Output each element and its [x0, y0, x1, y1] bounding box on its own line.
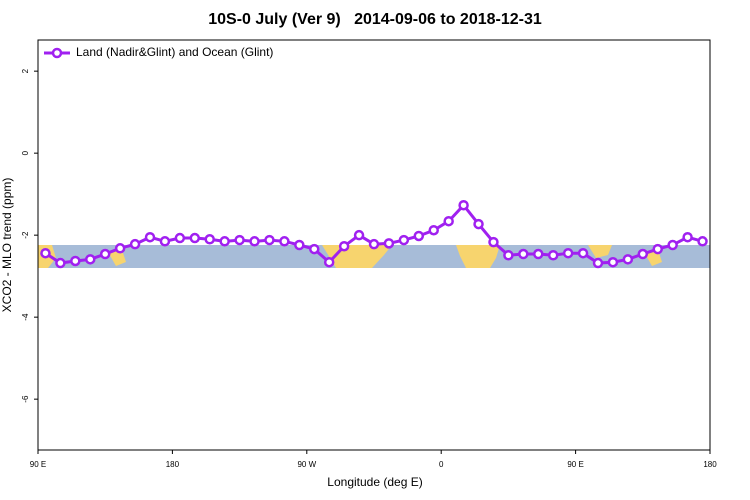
y-tick-label: 0: [21, 150, 30, 155]
x-axis-label: Longitude (deg E): [327, 475, 422, 489]
point: [114, 243, 126, 254]
point: [592, 257, 604, 269]
point: [697, 236, 708, 247]
point: [473, 218, 484, 230]
point: [398, 234, 410, 246]
point: [264, 234, 275, 246]
x-tick-label: 180: [166, 460, 180, 469]
point: [323, 256, 335, 268]
point: [533, 248, 544, 260]
point: [40, 247, 51, 259]
y-axis-label: XCO2 - MLO trend (ppm): [0, 178, 14, 313]
point: [234, 234, 245, 246]
point: [99, 248, 111, 260]
y-tick-label: -6: [21, 395, 30, 403]
point: [518, 248, 529, 260]
point: [294, 239, 305, 251]
legend-label: Land (Nadir&Glint) and Ocean (Glint): [76, 45, 273, 59]
point: [85, 254, 96, 265]
land: [456, 245, 500, 268]
point: [547, 250, 559, 261]
point: [428, 224, 439, 236]
point: [368, 238, 380, 250]
point: [443, 215, 454, 227]
land: [588, 245, 612, 258]
y-tick-label: -2: [21, 231, 30, 239]
point: [637, 248, 649, 260]
point: [129, 238, 141, 250]
point: [652, 243, 663, 255]
point: [159, 236, 171, 247]
y-tick-label: 2: [21, 68, 30, 73]
point: [562, 247, 574, 259]
point: [667, 239, 678, 251]
point: [458, 199, 469, 211]
point: [174, 232, 186, 244]
point: [144, 231, 156, 243]
x-tick-label: 180: [703, 460, 717, 469]
y-tick-label: -4: [21, 313, 30, 321]
point: [503, 250, 514, 261]
point: [488, 236, 499, 248]
point: [70, 255, 81, 267]
point: [204, 234, 215, 245]
plot-frame: [37, 39, 711, 451]
point: [577, 247, 589, 259]
point: [622, 254, 634, 265]
x-tick-label: 90 W: [297, 460, 316, 469]
point: [279, 236, 290, 247]
x-tick-label: 90 E: [567, 460, 583, 469]
point: [189, 232, 201, 244]
point: [55, 257, 66, 269]
point: [249, 236, 260, 247]
point: [607, 256, 619, 268]
point: [682, 231, 693, 243]
chart-title: 10S-0 July (Ver 9) 2014-09-06 to 2018-12…: [208, 11, 542, 28]
x-tick-label: 0: [439, 460, 444, 469]
point: [219, 236, 230, 247]
point: [353, 229, 365, 241]
legend-marker: [51, 47, 63, 59]
point: [338, 240, 350, 252]
land: [108, 250, 126, 266]
point: [413, 230, 425, 242]
point: [383, 238, 395, 249]
x-tick-label: 90 E: [30, 460, 46, 469]
point: [309, 243, 320, 255]
